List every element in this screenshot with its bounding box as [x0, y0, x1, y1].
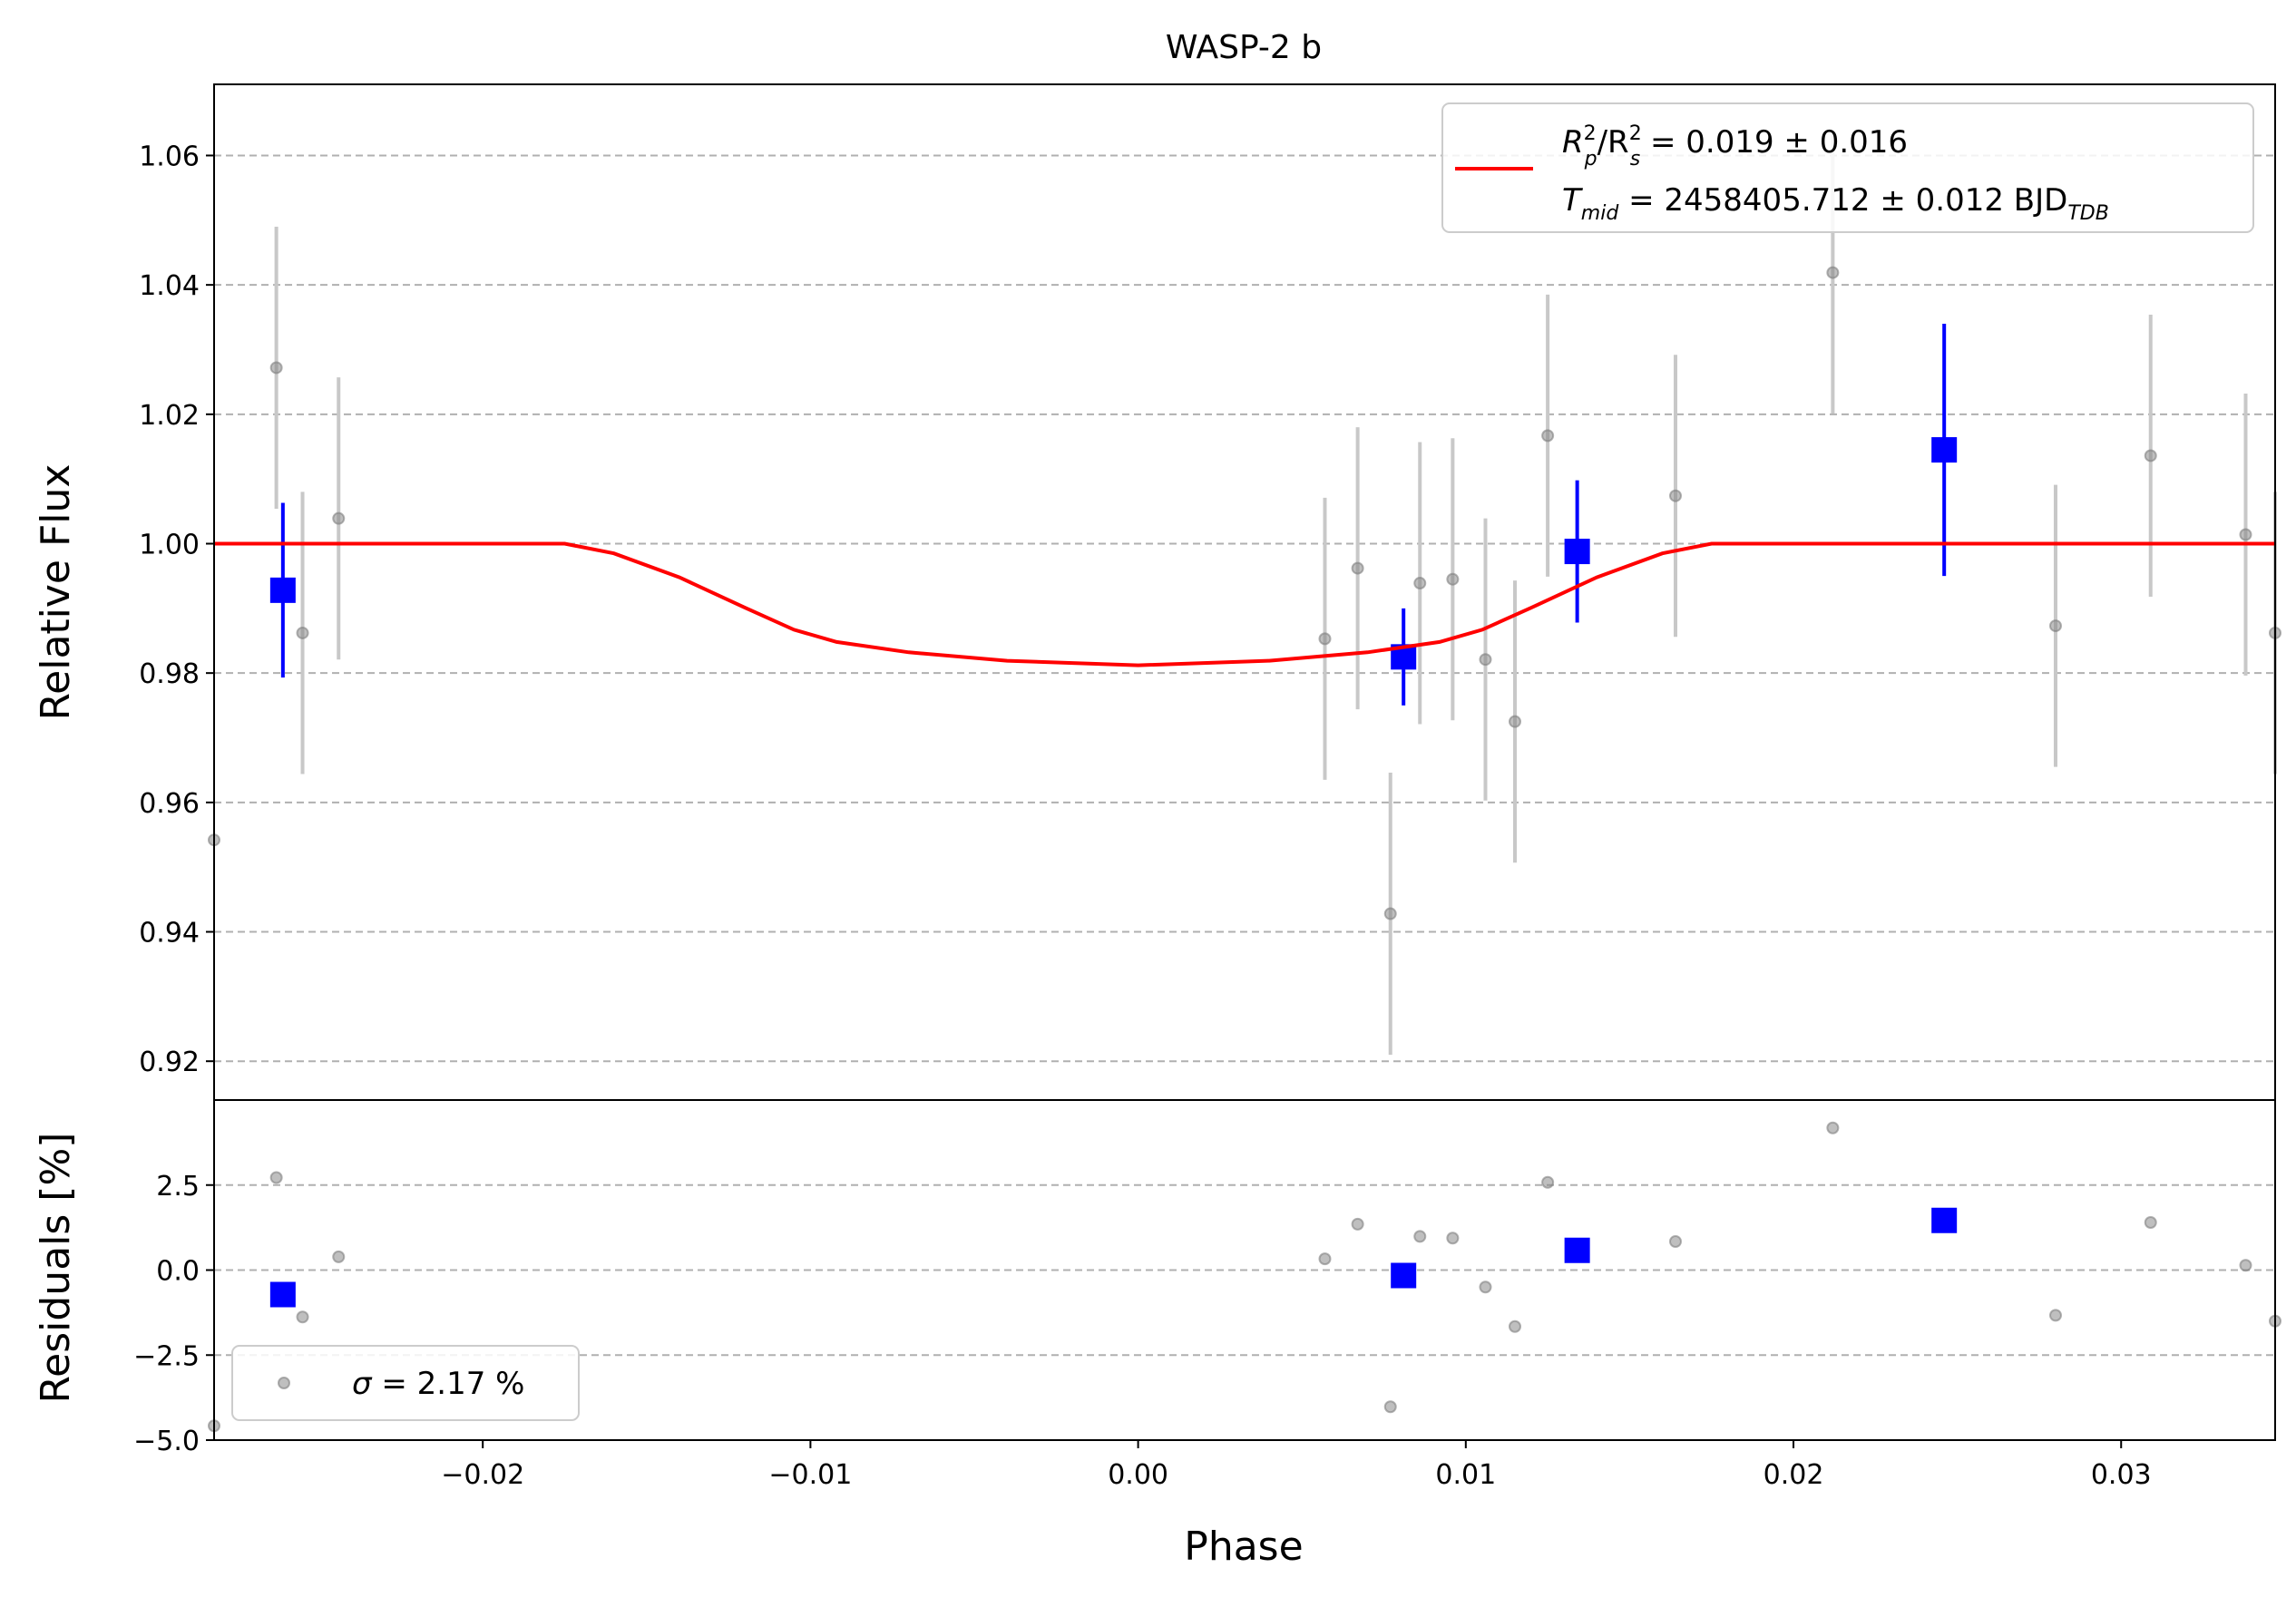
x-tick-label: 0.02	[1764, 1459, 1824, 1491]
data-point	[2048, 1309, 2062, 1322]
legend-data-marker	[278, 1377, 290, 1389]
x-tick-label: 0.03	[2091, 1459, 2152, 1491]
data-point	[1826, 1121, 1840, 1134]
res-ytick-label: −2.5	[133, 1340, 200, 1372]
data-point	[2144, 449, 2157, 463]
data-point	[296, 626, 309, 639]
residuals-legend-box	[231, 1345, 580, 1421]
data-point	[1508, 1319, 1521, 1333]
flux-ytick-label: 1.04	[139, 270, 200, 302]
data-point	[1383, 1400, 1397, 1414]
data-point	[1446, 572, 1460, 586]
binned-point	[269, 1281, 296, 1308]
flux-ytick-label: 1.06	[139, 141, 200, 172]
x-axis-label: Phase	[1184, 1524, 1303, 1570]
data-point	[1479, 1281, 1492, 1294]
x-axis-ticks: −0.02 −0.01 0.00 0.01 0.02 0.03	[441, 1440, 2152, 1491]
binned-point	[1564, 539, 1590, 565]
flux-legend: R2 p/R2 s = 0.019 ± 0.016 Tmid = 2458405.7…	[1441, 102, 2254, 233]
data-point	[1541, 429, 1555, 443]
data-point	[332, 511, 346, 525]
flux-ytick-label: 0.92	[139, 1047, 200, 1078]
res-ytick-label: −5.0	[133, 1426, 200, 1457]
flux-ytick-label: 0.94	[139, 918, 200, 949]
data-point	[1318, 1252, 1332, 1266]
data-point	[1413, 577, 1427, 590]
data-point	[1668, 489, 1682, 502]
transit-model-line	[214, 541, 2275, 667]
flux-ytick-label: 1.00	[139, 529, 200, 560]
flux-legend-box	[1441, 102, 2254, 233]
data-point	[2144, 1216, 2157, 1229]
data-point	[1508, 715, 1521, 728]
data-point	[1383, 907, 1397, 920]
flux-yticks: 0.92 0.94 0.96 0.98 1.00 1.02 1.04 1.06	[139, 141, 214, 1078]
data-point	[2239, 1259, 2252, 1272]
binned-point	[269, 577, 296, 603]
binned-point	[1931, 1207, 1958, 1233]
data-point	[1826, 266, 1840, 279]
data-point	[1318, 632, 1332, 646]
legend-radius-ratio-text: R2 p/R2 s = 0.019 ± 0.016	[1562, 122, 1908, 170]
flux-ytick-label: 0.96	[139, 788, 200, 820]
flux-y-axis-label: Relative Flux	[33, 464, 79, 721]
chart-title: WASP-2 b	[1166, 29, 1322, 66]
x-tick-label: 0.00	[1108, 1459, 1168, 1491]
data-point	[1446, 1232, 1460, 1245]
data-point	[269, 361, 283, 375]
data-point	[1479, 653, 1492, 667]
binned-point	[1931, 437, 1958, 463]
res-ytick-label: 2.5	[156, 1171, 200, 1203]
binned-point	[1564, 1237, 1590, 1263]
flux-panel: 0.92 0.94 0.96 0.98 1.00 1.02 1.04 1.06 Relativ…	[33, 83, 2281, 1101]
data-point	[296, 1310, 309, 1324]
residuals-y-axis-label: Residuals [%]	[33, 1133, 79, 1404]
x-tick-label: −0.01	[768, 1459, 852, 1491]
data-point	[1413, 1230, 1427, 1243]
x-tick-label: −0.02	[441, 1459, 524, 1491]
data-point	[2048, 619, 2062, 633]
data-point	[269, 1171, 283, 1184]
data-point	[2239, 528, 2252, 541]
residuals-panel: −5.0 −2.5 0.0 2.5 Residuals [%] σ = 2.17 %	[33, 1099, 2281, 1457]
binned-point	[1391, 1262, 1417, 1289]
data-point	[332, 1250, 346, 1263]
data-point	[1351, 561, 1364, 575]
data-point	[1668, 1235, 1682, 1248]
x-tick-label: 0.01	[1435, 1459, 1496, 1491]
flux-ytick-label: 1.02	[139, 400, 200, 432]
data-point	[1351, 1217, 1364, 1231]
legend-tmid-text: Tmid = 2458405.712 ± 0.012 BJDTDB	[1562, 182, 2109, 225]
residuals-yticks: −5.0 −2.5 0.0 2.5	[133, 1171, 214, 1457]
data-point	[1541, 1175, 1555, 1189]
legend-sigma-text: σ = 2.17 %	[352, 1366, 524, 1402]
residuals-legend: σ = 2.17 %	[231, 1345, 580, 1421]
res-ytick-label: 0.0	[156, 1256, 200, 1288]
flux-ytick-label: 0.98	[139, 658, 200, 690]
